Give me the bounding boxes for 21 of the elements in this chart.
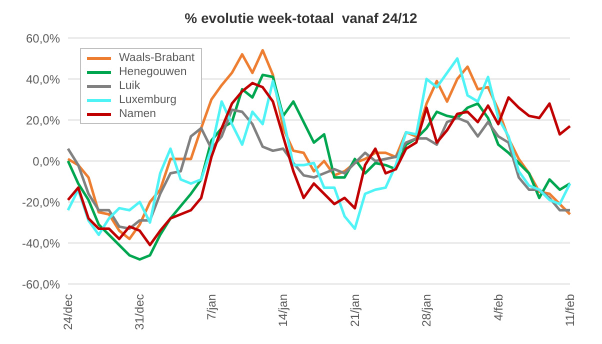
x-tick-label: 4/feb (491, 294, 506, 321)
legend-label: Namen (118, 107, 158, 121)
x-tick-label: 28/jan (420, 294, 434, 327)
chart-title: % evolutie week-totaal vanaf 24/12 (184, 10, 418, 26)
x-tick-label: 21/jan (348, 294, 362, 327)
legend-label: Henegouwen (118, 65, 188, 79)
x-tick-label: 31/dec (132, 294, 147, 330)
y-tick-label: 40,0% (26, 72, 60, 86)
legend-label: Luxemburg (118, 93, 178, 107)
x-tick-label: 14/jan (276, 294, 290, 327)
y-tick-label: -20,0% (22, 195, 60, 210)
legend-label: Luik (118, 79, 142, 93)
x-tick-label: 24/dec (61, 294, 75, 330)
y-tick-label: -40,0% (22, 236, 60, 250)
legend-label: Waals-Brabant (118, 51, 195, 65)
x-tick-label: 11/feb (563, 294, 577, 326)
y-tick-label: -60,0% (22, 277, 60, 292)
y-tick-label: 60,0% (26, 31, 60, 46)
x-tick-label: 7/jan (204, 294, 218, 320)
y-tick-label: 20,0% (26, 113, 60, 128)
y-tick-label: 0,0% (32, 154, 60, 168)
